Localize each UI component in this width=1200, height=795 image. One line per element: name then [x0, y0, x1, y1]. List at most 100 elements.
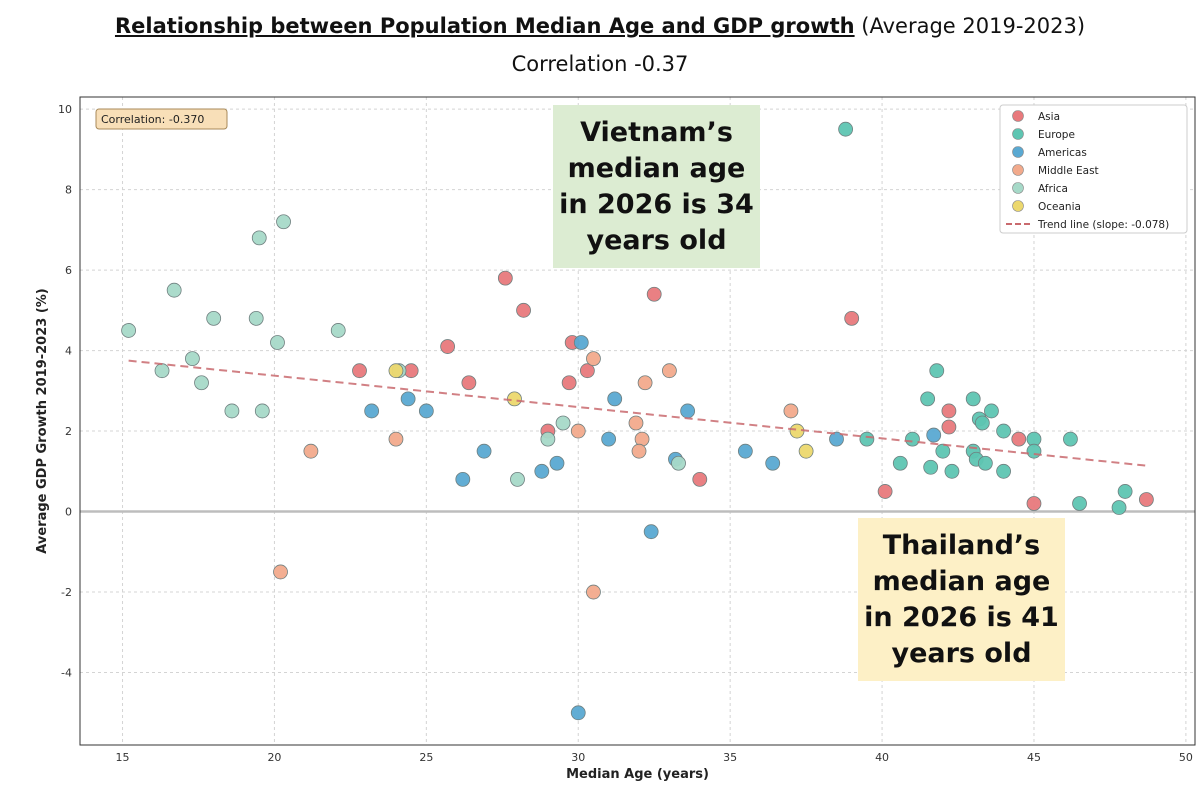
data-point-asia	[877, 484, 893, 499]
legend-marker-asia	[1012, 110, 1024, 122]
data-point-middle-east	[388, 431, 404, 447]
x-tick-label: 20	[267, 751, 281, 764]
data-point-asia	[561, 375, 577, 391]
data-point-oceania	[388, 363, 404, 379]
data-point-europe	[996, 423, 1011, 439]
data-point-americas	[455, 471, 471, 487]
legend-marker-middle-east	[1012, 164, 1024, 176]
data-point-europe	[1117, 484, 1133, 499]
y-tick-label: -2	[61, 586, 72, 599]
y-axis-label: Average GDP Growth 2019-2023 (%)	[35, 288, 50, 553]
data-point-asia	[497, 270, 513, 286]
data-point-africa	[270, 335, 285, 350]
data-point-africa	[251, 230, 267, 246]
x-tick-label: 45	[1027, 751, 1041, 764]
data-point-europe	[1072, 496, 1087, 511]
data-point-europe	[905, 431, 920, 447]
data-point-americas	[570, 705, 586, 721]
legend-label: Europe	[1038, 129, 1075, 141]
y-tick-label: 8	[65, 184, 72, 197]
data-point-europe	[935, 443, 951, 459]
legend-label: Americas	[1038, 147, 1087, 159]
legend-label: Asia	[1038, 111, 1060, 123]
y-tick-label: 10	[58, 103, 72, 116]
legend-box	[999, 104, 1188, 234]
data-point-americas	[418, 403, 434, 419]
data-point-americas	[573, 335, 589, 350]
data-point-asia	[1011, 431, 1027, 447]
thailand-annotation: Thailand’s median age in 2026 is 41 year…	[858, 518, 1065, 681]
correlation-label: Correlation: -0.370	[101, 113, 204, 126]
data-point-asia	[352, 363, 367, 379]
data-point-americas	[476, 443, 492, 459]
chart-title: Relationship between Population Median A…	[0, 14, 1200, 38]
chart-subtitle: Correlation -0.37	[511, 52, 689, 76]
data-point-europe	[996, 463, 1011, 479]
x-tick-label: 35	[723, 751, 737, 764]
data-point-americas	[737, 443, 753, 459]
data-point-americas	[829, 431, 844, 447]
data-point-asia	[692, 471, 708, 487]
data-point-africa	[248, 310, 264, 326]
data-point-europe	[838, 121, 854, 137]
x-tick-label: 15	[116, 751, 130, 764]
legend-label: Trend line (slope: -0.078)	[1037, 219, 1169, 231]
data-point-europe	[944, 463, 960, 479]
x-tick-label: 40	[875, 751, 889, 764]
data-point-africa	[510, 471, 525, 487]
trend-line	[128, 359, 1147, 467]
data-point-europe	[859, 431, 875, 447]
data-point-asia	[941, 419, 957, 435]
data-point-africa	[555, 415, 571, 431]
vietnam-annotation: Vietnam’s median age in 2026 is 34 years…	[553, 105, 760, 268]
data-point-asia	[941, 403, 957, 419]
data-point-asia	[440, 339, 456, 354]
x-tick-label: 30	[571, 751, 585, 764]
data-point-americas	[765, 455, 781, 471]
correlation-box	[95, 108, 228, 130]
data-point-middle-east	[634, 431, 650, 447]
y-tick-label: 6	[65, 264, 72, 277]
x-tick-label: 50	[1179, 751, 1193, 764]
data-point-asia	[1026, 496, 1042, 511]
plot-frame	[79, 96, 1196, 746]
data-point-africa	[206, 310, 222, 326]
data-point-asia	[516, 302, 531, 318]
title-main: Relationship between Population Median A…	[114, 14, 855, 38]
data-point-africa	[330, 323, 346, 338]
data-point-middle-east	[783, 403, 799, 419]
data-point-africa	[224, 403, 240, 419]
data-point-africa	[276, 214, 291, 230]
data-point-europe	[929, 363, 945, 379]
x-tick-label: 25	[419, 751, 433, 764]
legend-label: Middle East	[1038, 165, 1099, 177]
y-tick-label: -4	[61, 667, 72, 680]
data-point-middle-east	[628, 415, 644, 431]
data-point-asia	[844, 310, 860, 326]
data-point-africa	[166, 282, 182, 298]
data-point-africa	[254, 403, 270, 419]
data-point-americas	[534, 463, 550, 479]
legend-marker-americas	[1012, 146, 1024, 158]
data-point-africa	[194, 375, 209, 391]
legend-label: Africa	[1038, 183, 1068, 195]
data-point-europe	[984, 403, 999, 419]
y-tick-label: 2	[65, 425, 72, 438]
data-point-europe	[892, 455, 908, 471]
data-point-europe	[977, 455, 993, 471]
data-point-middle-east	[662, 363, 677, 379]
data-point-middle-east	[303, 443, 319, 459]
data-point-middle-east	[570, 423, 586, 439]
legend-label: Oceania	[1038, 201, 1081, 213]
data-point-europe	[920, 391, 936, 407]
data-point-europe	[974, 415, 990, 431]
data-point-middle-east	[637, 375, 653, 391]
data-point-middle-east	[586, 584, 601, 600]
data-point-middle-east	[586, 351, 601, 367]
data-point-africa	[121, 323, 137, 338]
data-point-europe	[923, 459, 939, 475]
data-point-asia	[579, 363, 595, 379]
data-point-americas	[643, 524, 659, 540]
data-point-americas	[364, 403, 380, 419]
